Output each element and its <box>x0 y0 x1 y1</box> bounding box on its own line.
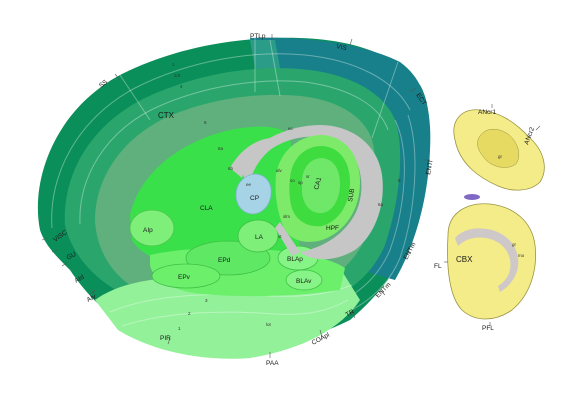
label-pfl: PFL <box>482 325 494 332</box>
label-blap: BLAp <box>287 256 303 263</box>
label-tr: TR <box>345 308 356 319</box>
label-sub: SUB <box>347 188 356 202</box>
hip-label-alv: alv <box>276 168 283 173</box>
label-epv: EPv <box>178 274 191 281</box>
label-cp: CP <box>250 195 259 202</box>
pir-layer-2: 2 <box>188 311 191 316</box>
pir-layer-3: 3 <box>205 298 208 303</box>
layer-label-5: 5 <box>204 120 207 125</box>
la-nucleus <box>237 219 279 253</box>
label-cbx: CBX <box>456 255 473 264</box>
label-aid: AId <box>74 274 86 285</box>
label-epd: EPd <box>218 257 231 264</box>
label-fl: FL <box>434 263 442 270</box>
label-ctx: CTX <box>158 111 175 120</box>
aip-nucleus <box>129 209 175 247</box>
label-la: LA <box>255 234 264 241</box>
tract-label-st: st <box>278 234 282 239</box>
ca1-inner <box>302 158 340 214</box>
caudate-putamen <box>235 173 272 215</box>
label-ss: SS <box>98 78 110 89</box>
label-gu: GU <box>66 251 78 262</box>
ent-layer-6a: 6a <box>378 202 384 207</box>
hip-label-slm: slm <box>283 214 290 219</box>
epv-nucleus <box>151 263 221 289</box>
blav-nucleus <box>285 269 323 291</box>
fiber-label-ee: ee <box>246 182 252 187</box>
fiber-label-ec: ec <box>288 126 294 131</box>
ent-layer-5: 5 <box>398 178 401 183</box>
layer-label-6b: 6b <box>228 166 234 171</box>
cb-label-gr: gr <box>498 154 503 159</box>
layer-label-6a: 6a <box>218 146 224 151</box>
hip-label-so: so <box>290 178 295 183</box>
hip-label-sr: sr <box>306 174 310 179</box>
label-cla: CLA <box>200 205 213 212</box>
pir-layer-1: 1 <box>178 326 181 331</box>
hip-label-sp: sp <box>298 180 303 185</box>
cb-label-mo: mo <box>518 253 525 258</box>
label-ptlp: PTLp <box>250 33 266 40</box>
flocculus-spot <box>464 194 480 200</box>
cb-label-gr-2: gr <box>512 242 517 247</box>
ancr-inner-lobule <box>477 128 519 168</box>
tract-label-lot: lot <box>266 322 272 327</box>
label-aiv: AIv <box>86 293 98 304</box>
label-aip: AIp <box>143 227 153 234</box>
label-vis: VIS <box>336 43 348 52</box>
cerebrum-section <box>37 34 431 359</box>
label-blav: BLAv <box>296 278 312 285</box>
label-hpf: HPF <box>326 225 339 232</box>
label-pir: PIR <box>160 335 171 342</box>
cerebellum-section <box>444 104 545 326</box>
label-ent: ENTl <box>425 159 434 175</box>
label-anc1: ANcr1 <box>478 109 496 116</box>
label-paa: PAA <box>266 360 279 367</box>
layer-label-1: 1 <box>172 62 175 67</box>
layer-label-23: 2/3 <box>174 73 181 78</box>
cbx-molecular-layer <box>455 228 519 292</box>
layer-label-4: 4 <box>180 84 183 89</box>
label-ca1: CA1 <box>313 176 323 190</box>
